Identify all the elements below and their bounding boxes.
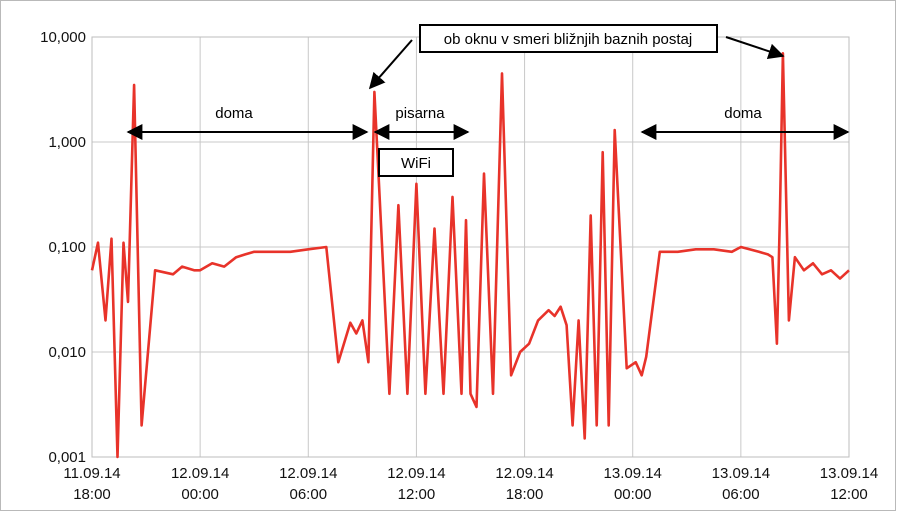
x-tick-time: 00:00 — [181, 486, 219, 503]
x-tick-time: 12:00 — [398, 486, 436, 503]
x-tick-date: 12.09.14 — [171, 465, 229, 482]
annotation-doma-2: doma — [640, 105, 850, 140]
x-tick-time: 00:00 — [614, 486, 652, 503]
label-callout: ob oknu v smeri bližnjih baznih postaj — [444, 31, 692, 48]
x-tick-date: 12.09.14 — [495, 465, 553, 482]
x-tick-date: 12.09.14 — [279, 465, 337, 482]
x-tick-date: 13.09.14 — [820, 465, 878, 482]
label-pisarna: pisarna — [395, 105, 445, 122]
x-tick-date: 13.09.14 — [604, 465, 662, 482]
label-wifi: WiFi — [401, 155, 431, 172]
x-tick-date: 12.09.14 — [387, 465, 445, 482]
x-tick-time: 06:00 — [722, 486, 760, 503]
x-axis-ticks: 11.09.14 18:00 12.09.14 00:00 12.09.14 06:00 1… — [63, 465, 878, 503]
label-doma-1: doma — [215, 105, 253, 122]
series-line — [90, 52, 850, 459]
x-tick-time: 18:00 — [73, 486, 111, 503]
callout-arrow-right — [725, 36, 785, 60]
wifi-box — [378, 148, 454, 177]
y-tick-label: 1,000 — [48, 134, 86, 151]
x-tick-date: 11.09.14 — [63, 465, 120, 482]
x-tick-date: 13.09.14 — [712, 465, 770, 482]
y-tick-label: 0,010 — [48, 344, 86, 361]
annotation-callout: ob oknu v smeri bližnjih baznih postaj — [368, 24, 785, 90]
x-tick-time: 18:00 — [506, 486, 544, 503]
y-tick-label: 10,000 — [40, 29, 86, 46]
annotation-doma-1: doma — [126, 105, 369, 140]
callout-arrow-left — [368, 39, 413, 90]
annotation-pisarna: pisarna — [373, 105, 470, 140]
y-tick-label: 0,100 — [48, 239, 86, 256]
x-tick-time: 12:00 — [830, 486, 868, 503]
y-axis-ticks: 10,000 1,000 0,100 0,010 0,001 — [40, 29, 86, 466]
callout-box — [419, 24, 718, 53]
annotation-wifi: WiFi — [378, 148, 454, 177]
x-tick-time: 06:00 — [290, 486, 328, 503]
label-doma-2: doma — [724, 105, 762, 122]
y-tick-label: 0,001 — [48, 449, 86, 466]
